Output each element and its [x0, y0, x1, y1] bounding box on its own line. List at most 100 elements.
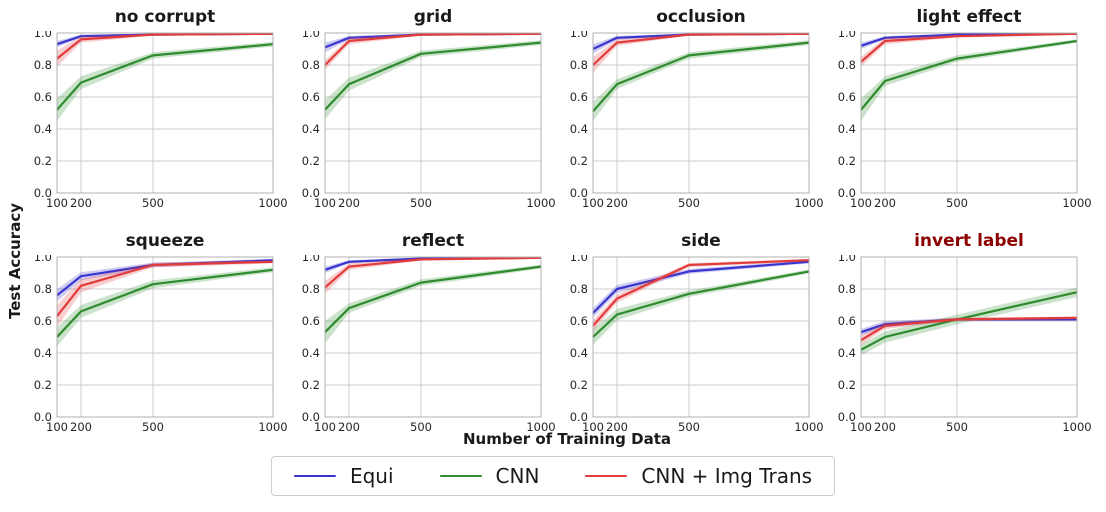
- y-tick-label: 0.2: [838, 378, 856, 392]
- x-tick-label: 100: [314, 196, 336, 210]
- y-tick-label: 1.0: [34, 255, 52, 264]
- x-tick-label: 500: [678, 196, 700, 210]
- y-tick-label: 0.4: [838, 346, 856, 360]
- x-tick-label: 100: [46, 420, 68, 434]
- x-tick-label: 1000: [526, 196, 555, 210]
- legend-line-swatch: [585, 474, 628, 478]
- legend-item: CNN + Img Trans: [585, 464, 812, 488]
- y-tick-label: 0.8: [838, 58, 856, 72]
- x-axis-label: Number of Training Data: [462, 430, 671, 448]
- subplot-no-corrupt: no corrupt 0.0 0.2 0.4 0.6 0.8 1.0 100 200 500 10…: [21, 4, 287, 213]
- subplot-canvas: 0.0 0.2 0.4 0.6 0.8 1.0 100 200 500 1000: [838, 255, 1091, 434]
- x-tick-label: 200: [70, 420, 92, 434]
- x-tick-label: 200: [874, 420, 896, 434]
- y-tick-label: 0.6: [838, 90, 856, 104]
- subplot-canvas: 0.0 0.2 0.4 0.6 0.8 1.0 100 200 500 1000: [838, 31, 1091, 210]
- subplot-light-effect: light effect 0.0 0.2 0.4 0.6 0.8 1.0 100 200 500…: [825, 4, 1091, 213]
- y-tick-label: 0.8: [34, 58, 52, 72]
- y-tick-label: 0.6: [34, 314, 52, 328]
- x-tick-label: 500: [142, 420, 164, 434]
- y-tick-label: 0.2: [838, 154, 856, 168]
- y-tick-label: 0.0: [838, 410, 856, 424]
- y-tick-label: 0.2: [34, 378, 52, 392]
- subplot-title: side: [681, 231, 721, 251]
- y-tick-label: 0.6: [838, 314, 856, 328]
- x-tick-label: 1000: [1062, 420, 1091, 434]
- x-tick-label: 500: [678, 420, 700, 434]
- y-tick-label: 0.4: [302, 122, 320, 136]
- y-tick-label: 0.0: [34, 186, 52, 200]
- y-tick-label: 0.8: [570, 282, 588, 296]
- y-tick-label: 1.0: [302, 31, 320, 40]
- y-tick-label: 0.2: [570, 154, 588, 168]
- x-tick-label: 200: [874, 196, 896, 210]
- legend-label: CNN + Img Trans: [641, 464, 813, 488]
- y-tick-label: 0.4: [302, 346, 320, 360]
- subplot-canvas: 0.0 0.2 0.4 0.6 0.8 1.0 100 200 500 1000: [34, 31, 287, 210]
- subplot-title: no corrupt: [114, 7, 216, 27]
- x-tick-label: 100: [314, 420, 336, 434]
- y-tick-label: 1.0: [34, 31, 52, 40]
- y-tick-label: 0.6: [570, 90, 588, 104]
- y-tick-label: 0.0: [838, 186, 856, 200]
- x-tick-label: 200: [338, 196, 360, 210]
- legend-item: Equi: [293, 464, 394, 488]
- y-tick-label: 1.0: [838, 31, 856, 40]
- y-tick-label: 1.0: [570, 31, 588, 40]
- x-tick-label: 100: [850, 196, 872, 210]
- legend: Equi CNN CNN + Img Trans: [270, 456, 836, 496]
- x-tick-label: 1000: [526, 420, 555, 434]
- subplot-canvas: 0.0 0.2 0.4 0.6 0.8 1.0 100 200 500 1000: [570, 255, 823, 434]
- subplot-canvas: 0.0 0.2 0.4 0.6 0.8 1.0 100 200 500 1000: [34, 255, 287, 434]
- x-tick-label: 200: [338, 420, 360, 434]
- subplot-invert-label: invert label 0.0 0.2 0.4 0.6 0.8 1.0 100 200 500…: [825, 228, 1091, 437]
- y-tick-label: 0.6: [34, 90, 52, 104]
- x-tick-label: 1000: [1062, 196, 1091, 210]
- subplot-side: side 0.0 0.2 0.4 0.6 0.8 1.0 100 200 500 1000: [557, 228, 823, 437]
- y-tick-label: 0.2: [302, 378, 320, 392]
- y-tick-label: 0.6: [570, 314, 588, 328]
- x-tick-label: 500: [142, 196, 164, 210]
- y-tick-label: 0.2: [302, 154, 320, 168]
- subplot-canvas: 0.0 0.2 0.4 0.6 0.8 1.0 100 200 500 1000: [302, 255, 555, 434]
- y-tick-label: 0.4: [838, 122, 856, 136]
- y-tick-label: 0.8: [302, 282, 320, 296]
- x-tick-label: 1000: [258, 420, 287, 434]
- legend-item: CNN: [439, 464, 540, 488]
- legend-line-swatch: [293, 474, 336, 478]
- y-tick-label: 0.0: [34, 410, 52, 424]
- subplot-title: squeeze: [125, 231, 205, 251]
- x-tick-label: 100: [582, 420, 604, 434]
- x-tick-label: 200: [70, 196, 92, 210]
- y-tick-label: 0.2: [570, 378, 588, 392]
- y-tick-label: 0.0: [570, 410, 588, 424]
- y-tick-label: 0.4: [34, 346, 52, 360]
- x-tick-label: 500: [946, 420, 968, 434]
- y-tick-label: 0.8: [34, 282, 52, 296]
- y-tick-label: 0.6: [302, 314, 320, 328]
- legend-line-swatch: [439, 474, 482, 478]
- y-tick-label: 0.0: [302, 410, 320, 424]
- legend-label: CNN: [495, 464, 540, 488]
- y-tick-label: 0.0: [570, 186, 588, 200]
- subplot-title: light effect: [916, 7, 1022, 27]
- subplot-canvas: 0.0 0.2 0.4 0.6 0.8 1.0 100 200 500 1000: [302, 31, 555, 210]
- x-tick-label: 500: [410, 196, 432, 210]
- y-tick-label: 0.6: [302, 90, 320, 104]
- x-tick-label: 200: [606, 196, 628, 210]
- y-tick-label: 0.8: [302, 58, 320, 72]
- y-tick-label: 0.0: [302, 186, 320, 200]
- y-tick-label: 1.0: [302, 255, 320, 264]
- subplot-title: invert label: [914, 231, 1024, 251]
- y-tick-label: 0.4: [570, 346, 588, 360]
- x-tick-label: 100: [582, 196, 604, 210]
- x-tick-label: 500: [946, 196, 968, 210]
- x-tick-label: 1000: [794, 420, 823, 434]
- subplot-title: reflect: [401, 231, 465, 251]
- x-tick-label: 1000: [258, 196, 287, 210]
- x-tick-label: 1000: [794, 196, 823, 210]
- subplot-reflect: reflect 0.0 0.2 0.4 0.6 0.8 1.0 100 200 500 1000: [289, 228, 555, 437]
- y-tick-label: 0.4: [34, 122, 52, 136]
